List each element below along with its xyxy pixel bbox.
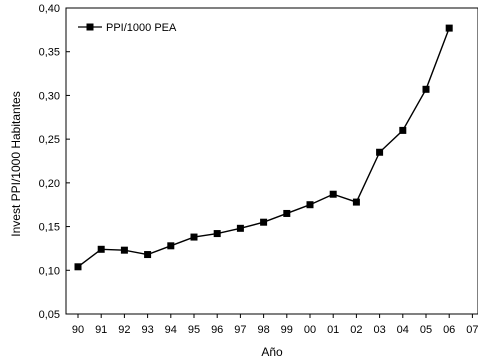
data-point — [236, 224, 244, 232]
data-point — [213, 230, 221, 238]
data-point — [97, 245, 105, 253]
y-tick-label: 0,05 — [39, 309, 60, 321]
y-axis-title: Invest PPI/1000 Habitantes — [9, 91, 23, 236]
x-tick-label: 90 — [72, 324, 84, 336]
legend-marker — [86, 23, 94, 31]
data-point — [306, 201, 314, 209]
data-point — [399, 126, 407, 134]
x-tick-label: 04 — [397, 324, 409, 336]
data-point — [445, 24, 453, 32]
x-tick-label: 03 — [373, 324, 385, 336]
y-tick-label: 0,30 — [39, 90, 60, 102]
x-tick-label: 95 — [188, 324, 200, 336]
data-point — [144, 251, 152, 259]
y-ticks: 0,05 0,10 0,15 0,20 0,25 0,30 0,35 0,40 — [39, 3, 70, 321]
data-point — [329, 190, 337, 198]
plot-area-frame — [65, 7, 478, 315]
series-layer — [74, 24, 453, 271]
x-tick-label: 06 — [443, 324, 455, 336]
data-point — [190, 233, 198, 241]
x-ticks: 90 91 92 93 94 95 96 97 98 99 00 01 02 03 04 05 06 07 — [72, 314, 478, 336]
y-tick-label: 0,10 — [39, 265, 60, 277]
data-point — [352, 198, 360, 206]
data-point — [283, 209, 291, 217]
x-tick-label: 02 — [350, 324, 362, 336]
y-tick-label: 0,15 — [39, 222, 60, 234]
y-tick-label: 0,20 — [39, 178, 60, 190]
x-tick-label: 97 — [234, 324, 246, 336]
series-line — [77, 27, 450, 268]
data-point — [376, 148, 384, 156]
legend-label: PPI/1000 PEA — [106, 22, 177, 34]
x-tick-label: 99 — [281, 324, 293, 336]
data-point — [120, 246, 128, 254]
x-tick-label: 05 — [420, 324, 432, 336]
x-tick-label: 92 — [118, 324, 130, 336]
data-point — [422, 85, 430, 93]
data-point — [260, 218, 268, 226]
x-tick-label: 96 — [211, 324, 223, 336]
x-tick-label: 94 — [165, 324, 177, 336]
x-tick-label: 93 — [141, 324, 153, 336]
x-tick-label: 07 — [466, 324, 478, 336]
x-axis-title: Año — [261, 345, 283, 359]
x-tick-label: 91 — [95, 324, 107, 336]
x-tick-label: 98 — [257, 324, 269, 336]
x-tick-label: 00 — [304, 324, 316, 336]
y-tick-label: 0,35 — [39, 47, 60, 59]
data-point — [74, 263, 82, 271]
data-point — [167, 242, 175, 250]
y-tick-label: 0,25 — [39, 134, 60, 146]
legend: PPI/1000 PEA — [78, 22, 177, 34]
y-tick-label: 0,40 — [39, 3, 60, 15]
x-tick-label: 01 — [327, 324, 339, 336]
